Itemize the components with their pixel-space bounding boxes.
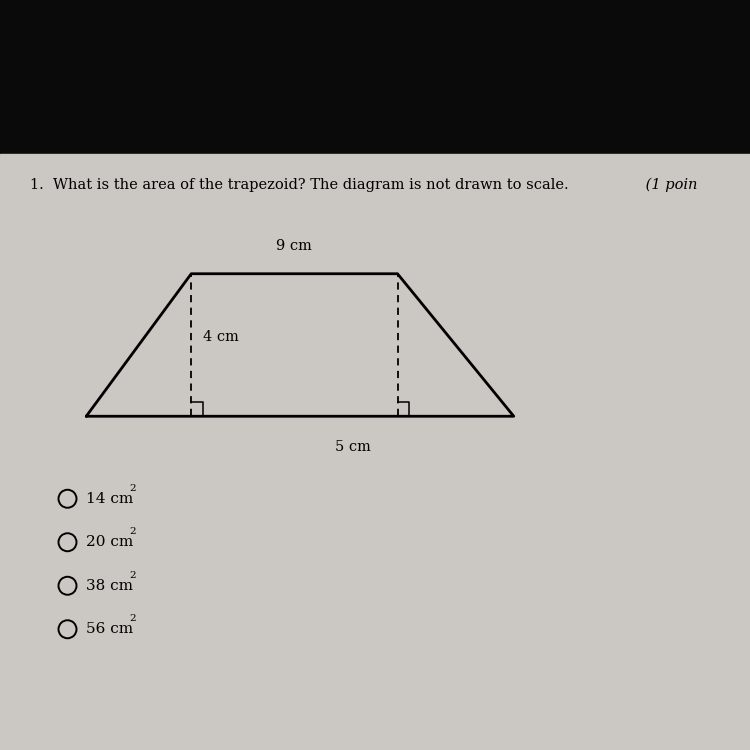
Text: 2: 2: [129, 484, 136, 493]
Text: 2: 2: [129, 527, 136, 536]
Text: 2: 2: [129, 571, 136, 580]
Text: 14 cm: 14 cm: [86, 492, 134, 506]
Bar: [0, 154, 750, 750]
Text: 56 cm: 56 cm: [86, 622, 134, 636]
Bar: [0, 0, 750, 154]
Text: 9 cm: 9 cm: [277, 238, 312, 253]
Text: 38 cm: 38 cm: [86, 579, 134, 592]
Text: (1 poin: (1 poin: [641, 178, 698, 193]
Text: 2: 2: [129, 614, 136, 623]
Text: 1.  What is the area of the trapezoid? The diagram is not drawn to scale.: 1. What is the area of the trapezoid? Th…: [30, 178, 568, 192]
Text: 20 cm: 20 cm: [86, 536, 134, 549]
Text: 5 cm: 5 cm: [334, 440, 370, 454]
Text: 4 cm: 4 cm: [203, 331, 239, 344]
